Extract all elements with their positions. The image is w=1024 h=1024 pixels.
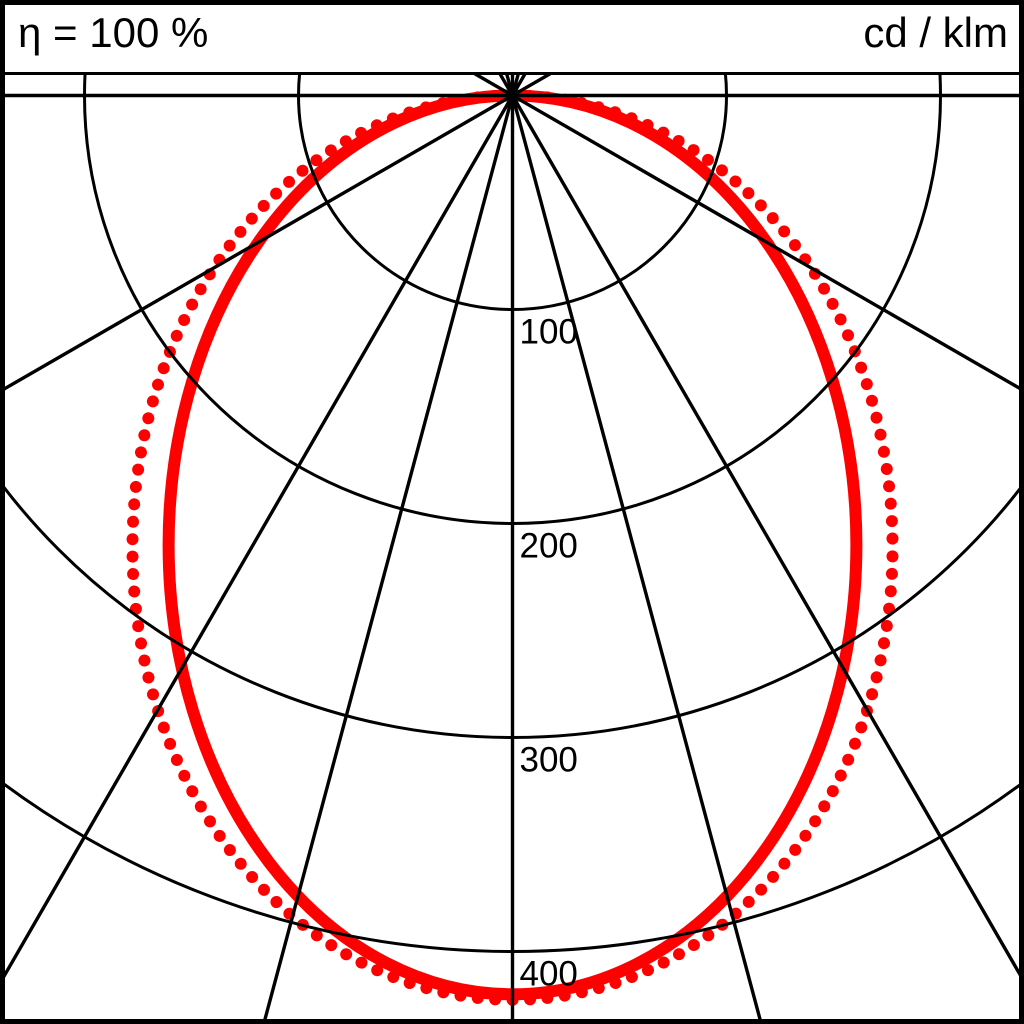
ring-label-300: 300	[520, 741, 578, 780]
ring-label-200: 200	[520, 527, 578, 566]
ring-labels: 100 200 300 400	[520, 313, 578, 994]
ring-label-400: 400	[520, 955, 578, 994]
unit-label: cd / klm	[863, 9, 1008, 56]
ring-label-100: 100	[520, 313, 578, 352]
efficiency-label: η = 100 %	[18, 9, 208, 56]
